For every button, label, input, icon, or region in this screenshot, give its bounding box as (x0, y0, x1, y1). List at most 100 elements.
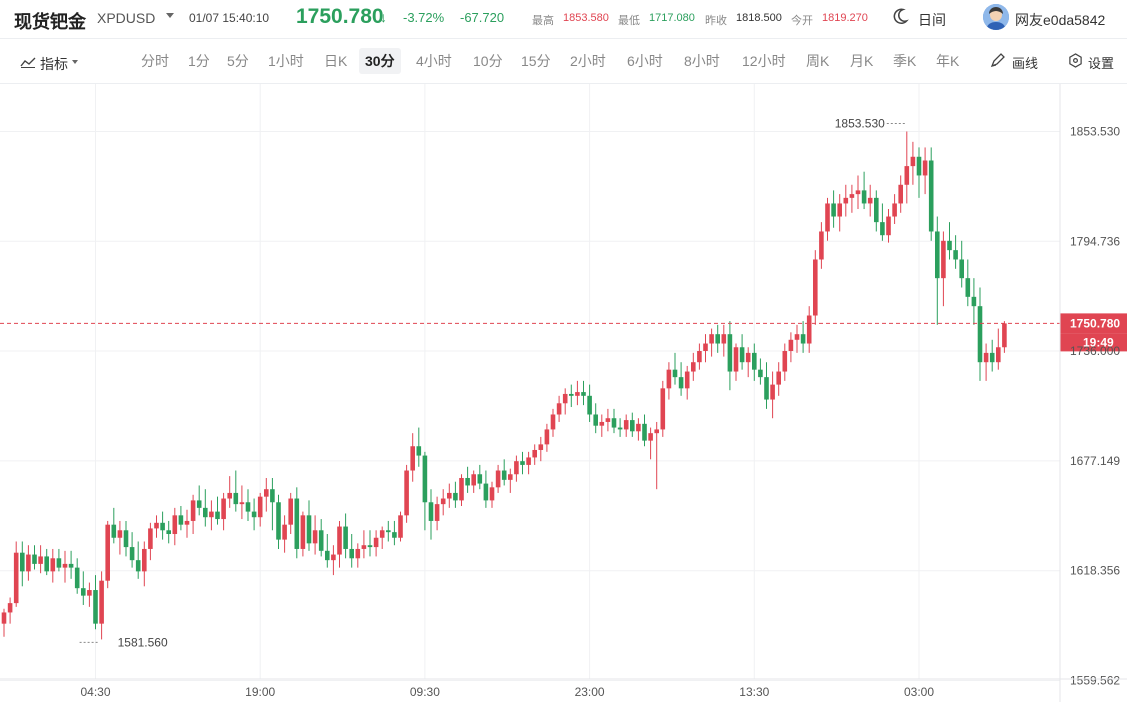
candle-body (93, 590, 98, 624)
candle-body (654, 429, 659, 434)
open-label: 今开 (791, 15, 813, 27)
username[interactable]: 网友e0da5842 (1015, 12, 1106, 28)
candle-body (227, 492, 232, 499)
max-label: 1853.530 (835, 117, 885, 131)
candle-body (599, 421, 605, 426)
candle-body (209, 511, 214, 518)
candle-body (1, 612, 7, 624)
current-price-label: 1750.780 (1070, 316, 1120, 330)
axes: 1853.530 1794.736 1736.000 1677.149 1618.356… (0, 84, 1127, 702)
candles (1, 131, 1007, 640)
candle-body (270, 489, 275, 503)
candle-body (44, 556, 49, 572)
avatar[interactable] (983, 4, 1009, 30)
candle-body (617, 427, 623, 430)
candle-body (416, 446, 422, 456)
candle-body (898, 184, 903, 204)
candle-body (691, 362, 696, 372)
candle-body (770, 384, 775, 400)
candle-body (922, 160, 928, 176)
settings-icon[interactable] (1068, 53, 1083, 73)
candle-body (739, 347, 745, 363)
candle-body (160, 522, 165, 531)
settings-button[interactable]: 设置 (1088, 56, 1115, 71)
draw-button[interactable]: 画线 (1012, 56, 1039, 71)
period-tab[interactable]: 8小时 (684, 53, 720, 69)
indicator-icon[interactable] (20, 55, 36, 73)
candle-body (81, 588, 86, 596)
candle-body (569, 393, 574, 396)
candle-body (935, 231, 940, 279)
x-tick-label: 13:30 (739, 685, 769, 699)
y-tick-label: 1736.000 (1070, 344, 1120, 358)
candle-body (62, 563, 68, 568)
period-tab[interactable]: 12小时 (742, 53, 786, 69)
candle-body (526, 457, 531, 465)
candle-body (477, 474, 483, 484)
candle-body (135, 560, 141, 572)
period-tab[interactable]: 2小时 (570, 53, 606, 69)
pen-icon[interactable] (990, 52, 1006, 73)
candle-body (282, 524, 287, 540)
candle-body (709, 334, 714, 344)
low-value: 1717.080 (649, 12, 695, 24)
candle-body (544, 429, 550, 445)
candle-body (819, 231, 824, 260)
x-tick-label: 23:00 (575, 685, 605, 699)
candle-body (495, 470, 501, 488)
period-tab[interactable]: 季K (893, 53, 917, 69)
period-tab[interactable]: 周K (806, 53, 830, 69)
candle-body (825, 203, 830, 232)
candle-body (105, 524, 110, 581)
candle-body (666, 369, 672, 389)
period-tab[interactable]: 分时 (141, 53, 169, 69)
period-tab[interactable]: 5分 (227, 53, 249, 69)
candle-body (806, 315, 812, 344)
theme-toggle[interactable]: 日间 (918, 12, 946, 28)
period-tab-active[interactable]: 30分 (359, 48, 401, 74)
candle-body (977, 306, 983, 363)
candle-body (928, 160, 934, 232)
candle-body (745, 352, 751, 363)
candle-body (605, 418, 611, 422)
period-tab[interactable]: 日K (324, 53, 348, 69)
candle-body (538, 444, 544, 450)
candle-body (221, 498, 226, 520)
candle-body (398, 515, 403, 538)
candle-body (111, 524, 117, 538)
candle-body (910, 156, 916, 167)
candle-body (788, 339, 794, 351)
moon-icon[interactable] (890, 6, 910, 26)
candle-body (800, 334, 806, 344)
symbol-selector[interactable]: XPDUSD (97, 10, 156, 26)
period-tab[interactable]: 15分 (521, 53, 551, 69)
period-tab[interactable]: 1小时 (268, 53, 304, 69)
candle-body (697, 350, 702, 363)
candle-body (684, 371, 690, 389)
period-tab[interactable]: 4小时 (416, 53, 452, 69)
candle-body (166, 530, 171, 535)
period-tab[interactable]: 年K (936, 53, 960, 69)
chevron-down-icon[interactable] (166, 13, 174, 18)
period-tab[interactable]: 10分 (473, 53, 503, 69)
candle-body (837, 203, 842, 217)
candle-body (813, 259, 818, 316)
candle-body (294, 498, 300, 549)
candle-body (367, 545, 373, 548)
candle-body (874, 197, 879, 223)
candle-body (642, 423, 647, 441)
period-tab[interactable]: 6小时 (627, 53, 663, 69)
candle-body (203, 507, 208, 518)
candle-body (68, 563, 74, 568)
instrument-title: 现货钯金 (14, 12, 86, 32)
chevron-down-icon[interactable] (72, 60, 78, 64)
candle-body (916, 156, 922, 176)
period-tab[interactable]: 月K (850, 53, 874, 69)
candle-body (215, 511, 220, 520)
candle-body (727, 334, 733, 372)
candle-body (245, 502, 251, 512)
indicator-menu[interactable]: 指标 (40, 56, 68, 72)
high-label: 最高 (532, 15, 554, 27)
period-tab[interactable]: 1分 (188, 53, 210, 69)
